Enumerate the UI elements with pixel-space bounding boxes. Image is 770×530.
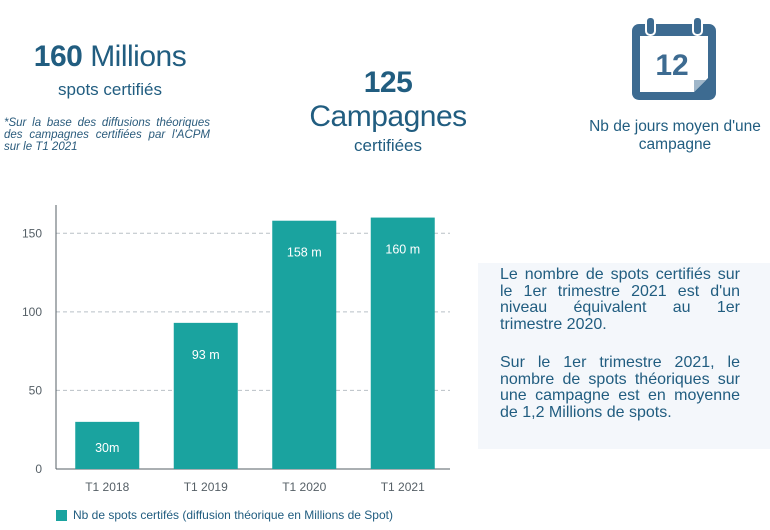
bar-data-label: 30m [95, 441, 119, 455]
kpi-days-label-line2: campagne [638, 136, 712, 153]
calendar-icon: 12 [632, 16, 716, 100]
kpi-campaigns-value: 125 Campagnes [296, 66, 480, 134]
commentary-paragraph-2: Sur le 1er trimestre 2021, le nombre de … [500, 354, 740, 421]
kpi-campaigns-label: certifiées [353, 136, 423, 155]
x-tick-label: T1 2018 [85, 480, 129, 494]
kpi-days-label-line1: Nb de jours moyen d'une [589, 118, 761, 135]
y-tick-label: 150 [22, 226, 42, 240]
commentary-paragraph-1: Le nombre de spots certifiés sur le 1er … [500, 266, 740, 333]
kpi-spots-label: spots certifiés [58, 80, 162, 99]
kpi-spots-number: 160 [33, 40, 83, 73]
kpi-campaigns-number: 125 [363, 66, 413, 99]
bar [272, 220, 337, 469]
bar-data-label: 160 m [385, 243, 420, 257]
footnote: *Sur la base des diffusions théoriques d… [4, 117, 210, 153]
legend-swatch [56, 509, 67, 521]
kpi-spots-value: 160 Millions [30, 40, 190, 74]
bar-data-label: 93 m [192, 348, 220, 362]
kpi-days-label: Nb de jours moyen d'une campagne [585, 118, 765, 154]
kpi-campaigns: 125 Campagnes certifiées [296, 66, 480, 156]
chart-legend: Nb de spots certifés (diffusion théoriqu… [56, 508, 393, 522]
bar-chart: 0 50 100 150 30m T1 2018 93 m T1 2019 158 m T1 20… [22, 205, 450, 494]
calendar-day-number: 12 [655, 49, 688, 82]
y-tick-label: 100 [22, 305, 42, 319]
y-tick-label: 0 [35, 462, 42, 476]
x-tick-label: T1 2021 [381, 480, 425, 494]
y-tick-label: 50 [29, 383, 43, 397]
bar [173, 322, 238, 469]
kpi-spots-unit: Millions [90, 40, 187, 73]
x-tick-label: T1 2020 [282, 480, 326, 494]
kpi-spots: 160 Millions spots certifiés [30, 40, 190, 100]
kpi-campaigns-unit: Campagnes [309, 100, 467, 133]
commentary-panel: Le nombre de spots certifiés sur le 1er … [478, 263, 770, 449]
x-tick-label: T1 2019 [184, 480, 228, 494]
bar [370, 217, 435, 469]
legend-label: Nb de spots certifés (diffusion théoriqu… [73, 508, 393, 522]
bar [75, 421, 140, 469]
bar-data-label: 158 m [287, 246, 322, 260]
